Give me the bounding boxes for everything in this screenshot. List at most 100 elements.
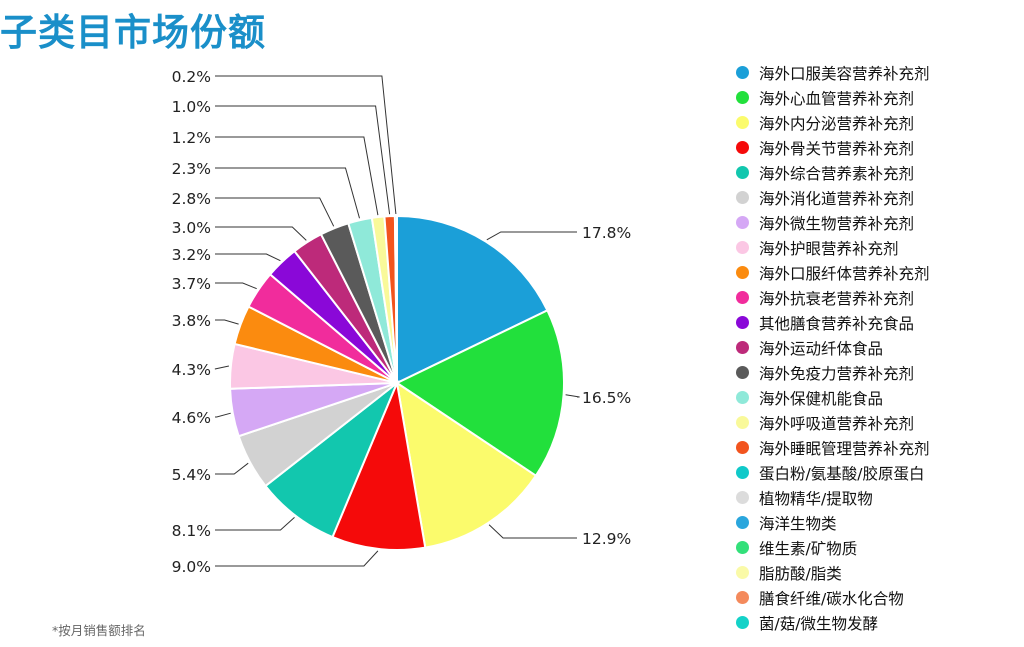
data-label: 8.1%	[172, 522, 211, 540]
legend-label: 海外综合营养素补充剂	[759, 164, 915, 183]
legend-item: 维生素/矿物质	[736, 535, 930, 560]
legend-item: 海外保健机能食品	[736, 385, 930, 410]
legend-swatch	[736, 466, 749, 479]
legend-item: 海外微生物营养补充剂	[736, 210, 930, 235]
data-label: 0.2%	[172, 68, 211, 86]
legend-label: 植物精华/提取物	[759, 489, 873, 508]
leader-line	[215, 136, 379, 216]
legend-label: 海外口服纤体营养补充剂	[759, 264, 930, 283]
legend-item: 脂肪酸/脂类	[736, 560, 930, 585]
leader-line	[215, 253, 281, 262]
leader-line	[214, 365, 230, 370]
data-label: 1.2%	[172, 129, 211, 147]
pie-slice	[396, 214, 549, 385]
leader-line	[215, 282, 257, 290]
legend-label: 海外心血管营养补充剂	[759, 89, 915, 108]
data-label: 3.2%	[172, 246, 211, 264]
legend-label: 蛋白粉/氨基酸/胶原蛋白	[759, 464, 925, 483]
legend-item: 其他膳食营养补充食品	[736, 310, 930, 335]
legend-label: 海外微生物营养补充剂	[759, 214, 915, 233]
leader-line	[215, 105, 391, 215]
data-label: 3.8%	[172, 312, 211, 330]
legend-swatch	[736, 391, 749, 404]
legend-label: 海外内分泌营养补充剂	[759, 114, 915, 133]
legend-swatch	[736, 341, 749, 354]
leader-line	[488, 524, 577, 539]
legend-swatch	[736, 491, 749, 504]
legend-label: 海外护眼营养补充剂	[759, 239, 899, 258]
data-label: 1.0%	[172, 98, 211, 116]
legend-swatch	[736, 441, 749, 454]
pie-slices	[229, 214, 565, 551]
legend-item: 海外消化道营养补充剂	[736, 185, 930, 210]
leader-line	[215, 197, 335, 227]
leader-line	[215, 226, 307, 241]
legend-item: 海外口服纤体营养补充剂	[736, 260, 930, 285]
data-label: 9.0%	[172, 558, 211, 576]
pie-slice	[395, 380, 538, 549]
leader-line	[215, 319, 239, 325]
legend-swatch	[736, 591, 749, 604]
data-label: 12.9%	[582, 530, 631, 548]
legend-swatch	[736, 541, 749, 554]
legend-item: 海外睡眠管理营养补充剂	[736, 435, 930, 460]
data-label: 2.3%	[172, 160, 211, 178]
leader-line	[215, 412, 231, 418]
legend-item: 膳食纤维/碳水化合物	[736, 585, 930, 610]
legend-item: 蛋白粉/氨基酸/胶原蛋白	[736, 460, 930, 485]
pie-chart: 17.8% 16.5% 12.9% 9.0% 8.1% 5.4% 4.6% 4.3% 3.8% 3…	[172, 68, 632, 576]
legend-swatch	[736, 616, 749, 629]
legend-label: 海外口服美容营养补充剂	[759, 64, 930, 83]
legend-item: 海外口服美容营养补充剂	[736, 60, 930, 85]
legend-label: 海外免疫力营养补充剂	[759, 364, 915, 383]
leader-line	[215, 550, 379, 567]
legend-label: 脂肪酸/脂类	[759, 564, 842, 583]
legend-swatch	[736, 566, 749, 579]
legend-label: 海外骨关节营养补充剂	[759, 139, 915, 158]
legend-item: 海外骨关节营养补充剂	[736, 135, 930, 160]
leader-line	[565, 394, 580, 398]
leader-line	[215, 75, 397, 215]
legend-label: 海外抗衰老营养补充剂	[759, 289, 915, 308]
legend-swatch	[736, 366, 749, 379]
pie-slice	[394, 309, 565, 478]
legend: 海外口服美容营养补充剂 海外心血管营养补充剂 海外内分泌营养补充剂 海外骨关节营养补充…	[736, 60, 930, 635]
legend-label: 海外睡眠管理营养补充剂	[759, 439, 930, 458]
legend-swatch	[736, 516, 749, 529]
page-title: 子类目市场份额	[0, 11, 266, 54]
legend-swatch	[736, 141, 749, 154]
legend-item: 海外心血管营养补充剂	[736, 85, 930, 110]
pie-slice	[393, 214, 398, 384]
leader-line	[215, 517, 295, 531]
legend-label: 海外运动纤体食品	[759, 339, 884, 358]
data-label: 4.6%	[172, 409, 211, 427]
legend-item: 植物精华/提取物	[736, 485, 930, 510]
footnote: *按月销售额排名	[52, 623, 146, 638]
legend-label: 海外消化道营养补充剂	[759, 189, 915, 208]
legend-label: 菌/菇/微生物发酵	[759, 614, 878, 633]
legend-swatch	[736, 241, 749, 254]
legend-label: 海洋生物类	[759, 514, 837, 533]
legend-item: 海外综合营养素补充剂	[736, 160, 930, 185]
legend-label: 海外呼吸道营养补充剂	[759, 414, 915, 433]
pie-slice	[331, 379, 427, 551]
legend-label: 膳食纤维/碳水化合物	[759, 589, 904, 608]
data-label: 2.8%	[172, 190, 211, 208]
legend-swatch	[736, 266, 749, 279]
data-label: 3.0%	[172, 219, 211, 237]
legend-item: 菌/菇/微生物发酵	[736, 610, 930, 635]
data-label: 3.7%	[172, 275, 211, 293]
legend-label: 维生素/矿物质	[759, 539, 858, 558]
legend-swatch	[736, 416, 749, 429]
leader-line	[215, 462, 249, 475]
legend-item: 海外抗衰老营养补充剂	[736, 285, 930, 310]
legend-swatch	[736, 291, 749, 304]
legend-item: 海外免疫力营养补充剂	[736, 360, 930, 385]
data-label: 17.8%	[582, 224, 631, 242]
leader-lines	[214, 75, 580, 567]
data-label: 4.3%	[172, 361, 211, 379]
data-label: 5.4%	[172, 466, 211, 484]
legend-swatch	[736, 166, 749, 179]
legend-item: 海外内分泌营养补充剂	[736, 110, 930, 135]
data-label: 16.5%	[582, 389, 631, 407]
